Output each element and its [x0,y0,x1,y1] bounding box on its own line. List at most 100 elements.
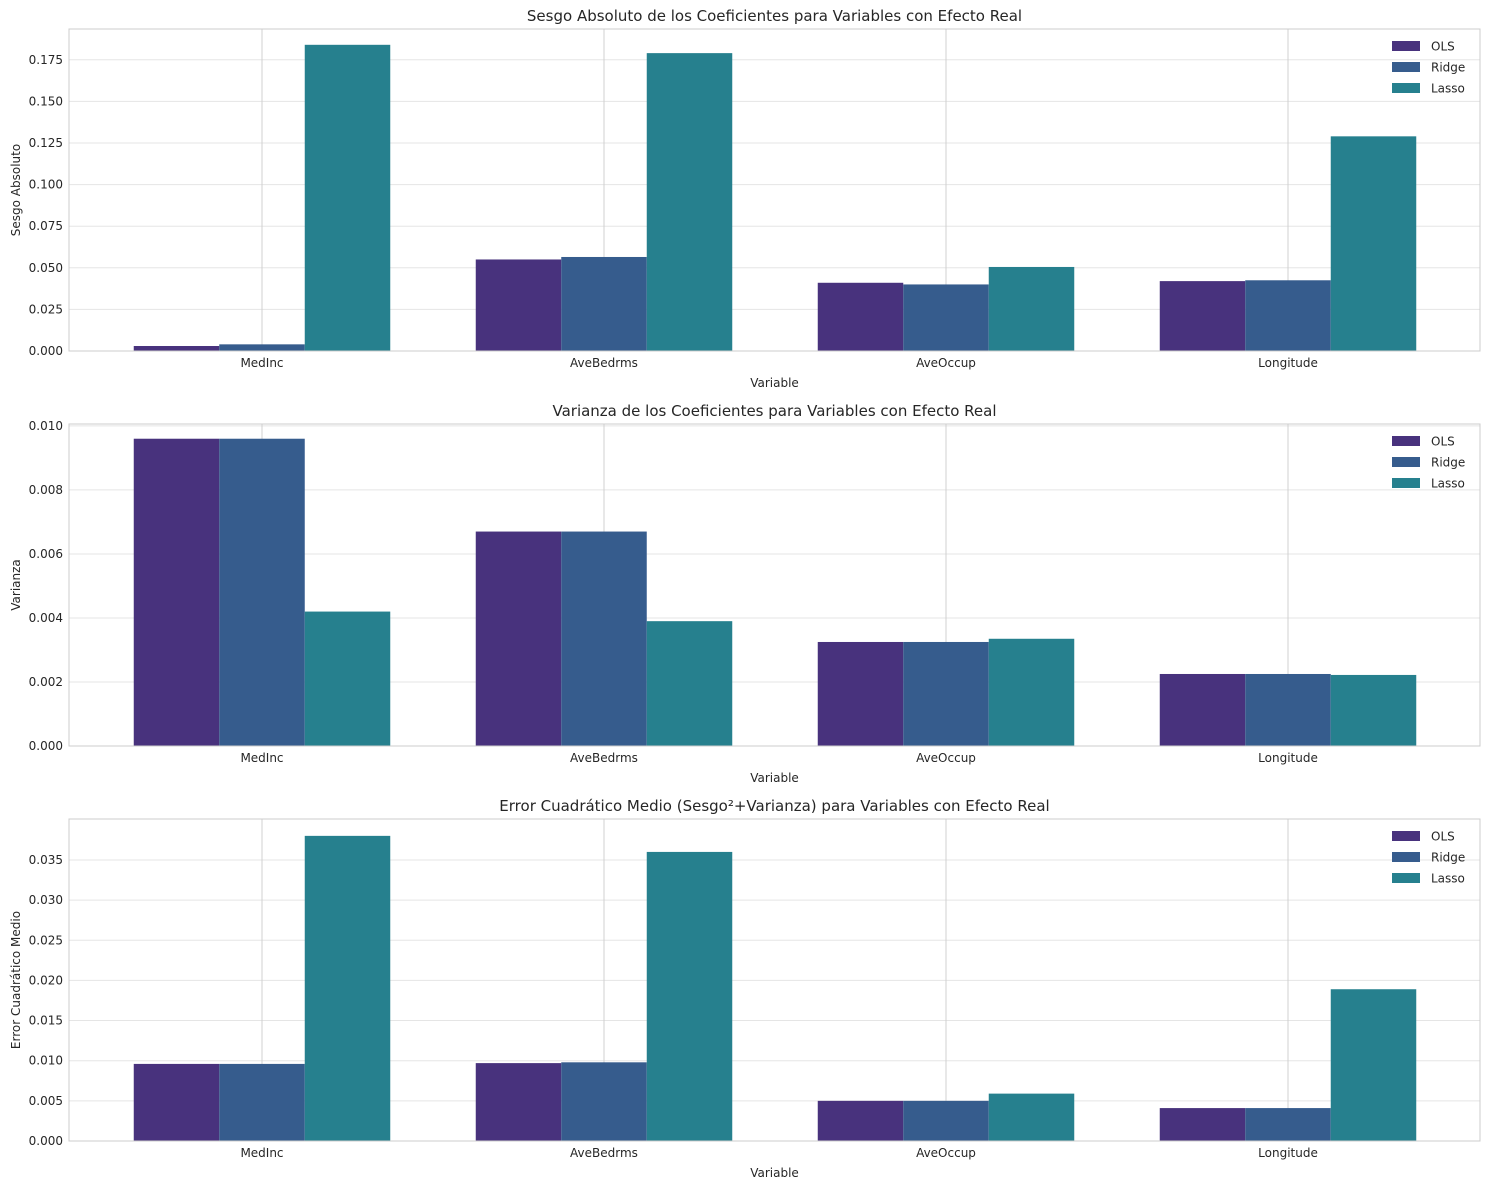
legend-swatch-ols [1392,41,1420,51]
y-tick-label: 0.175 [29,53,63,67]
legend: OLS Ridge Lasso [1392,435,1465,491]
bar-lasso-longitude [1330,674,1417,746]
legend-label-lasso: Lasso [1431,477,1465,491]
bar-lasso-avebedrms [646,53,733,351]
chart-panel-2: 0.000 0.002 0.004 0.006 0.008 0.010 MedInc AveB… [9,402,1481,785]
bar-lasso-longitude [1330,989,1417,1141]
y-tick-label: 0.004 [29,611,63,625]
y-tick-label: 0.002 [29,675,63,689]
y-axis-label: Sesgo Absoluto [9,144,23,236]
bar-lasso-medinc [304,44,391,352]
bar-ridge-medinc [219,1063,305,1141]
bar-ols-aveoccup [817,282,904,351]
y-axis-label: Error Cuadrático Medio [9,911,23,1049]
bar-ols-avebedrms [475,259,562,351]
y-tick-label: 0.010 [29,1054,63,1068]
legend-swatch-lasso [1392,478,1420,488]
y-tick-label: 0.100 [29,178,63,192]
bar-lasso-medinc [304,611,391,746]
y-tick-label: 0.005 [29,1094,63,1108]
legend-swatch-ridge [1392,457,1420,467]
legend: OLS Ridge Lasso [1392,40,1465,96]
bar-ols-avebedrms [475,1063,562,1141]
x-tick-label: MedInc [240,1146,283,1160]
y-tick-label: 0.000 [29,1134,63,1148]
bar-ridge-avebedrms [561,1062,647,1141]
chart-title: Error Cuadrático Medio (Sesgo²+Varianza)… [499,797,1049,815]
chart-title: Sesgo Absoluto de los Coeficientes para … [527,7,1022,25]
bar-ridge-longitude [1245,673,1331,746]
bar-ols-longitude [1159,1108,1246,1141]
bar-ridge-medinc [219,438,305,746]
x-axis-label: Variable [750,376,799,390]
bar-ols-longitude [1159,281,1246,351]
legend-label-lasso: Lasso [1431,872,1465,886]
y-tick-label: 0.000 [29,344,63,358]
y-tick-label: 0.020 [29,973,63,987]
x-tick-label: Longitude [1258,1146,1318,1160]
bar-ols-medinc [133,346,220,351]
bar-ols-medinc [133,438,220,746]
x-tick-label: AveBedrms [570,1146,638,1160]
bar-ols-longitude [1159,673,1246,746]
axes-frame [68,423,1481,747]
y-axis-label: Varianza [9,559,23,611]
legend-swatch-ridge [1392,62,1420,72]
x-tick-label: MedInc [240,356,283,370]
y-tick-label: 0.125 [29,136,63,150]
y-tick-label: 0.008 [29,483,63,497]
legend-label-ridge: Ridge [1431,851,1465,865]
legend-swatch-ols [1392,436,1420,446]
legend-label-ols: OLS [1431,435,1455,449]
x-tick-label: AveBedrms [570,356,638,370]
x-tick-label: Longitude [1258,356,1318,370]
x-tick-label: AveBedrms [570,751,638,765]
y-tick-label: 0.025 [29,933,63,947]
bar-lasso-aveoccup [988,1093,1075,1141]
chart-title: Varianza de los Coeficientes para Variab… [552,402,996,420]
bar-lasso-aveoccup [988,638,1075,746]
bar-ridge-avebedrms [561,256,647,351]
bar-ols-aveoccup [817,641,904,746]
bar-ridge-avebedrms [561,531,647,746]
x-axis-label: Variable [750,771,799,785]
bar-ridge-medinc [219,344,305,351]
bar-ridge-longitude [1245,280,1331,351]
x-tick-label: MedInc [240,751,283,765]
legend-label-lasso: Lasso [1431,82,1465,96]
legend-label-ridge: Ridge [1431,456,1465,470]
bar-lasso-avebedrms [646,621,733,746]
bar-ols-medinc [133,1063,220,1141]
bar-ols-aveoccup [817,1100,904,1141]
axes-frame [68,818,1481,1142]
y-tick-label: 0.030 [29,893,63,907]
bar-ridge-aveoccup [903,1100,989,1141]
legend-swatch-lasso [1392,83,1420,93]
bar-ridge-longitude [1245,1108,1331,1141]
bar-lasso-medinc [304,835,391,1141]
x-tick-label: AveOccup [916,751,976,765]
bar-ridge-aveoccup [903,641,989,746]
chart-panel-1: 0.000 0.025 0.050 0.075 0.100 0.125 0.150 0.175… [9,7,1481,390]
bar-lasso-longitude [1330,136,1417,351]
legend-swatch-ols [1392,831,1420,841]
y-tick-label: 0.035 [29,853,63,867]
chart-panel-3: 0.000 0.005 0.010 0.015 0.020 0.025 0.030 0.035… [9,797,1481,1180]
y-tick-label: 0.075 [29,219,63,233]
bar-ols-avebedrms [475,531,562,746]
legend: OLS Ridge Lasso [1392,830,1465,886]
x-tick-label: AveOccup [916,1146,976,1160]
bar-lasso-avebedrms [646,851,733,1141]
y-tick-label: 0.025 [29,302,63,316]
y-tick-label: 0.000 [29,739,63,753]
y-tick-label: 0.006 [29,547,63,561]
y-tick-label: 0.015 [29,1014,63,1028]
axes-frame [68,28,1481,352]
x-tick-label: AveOccup [916,356,976,370]
legend-label-ols: OLS [1431,40,1455,54]
bar-lasso-aveoccup [988,266,1075,351]
bar-ridge-aveoccup [903,284,989,351]
y-tick-label: 0.010 [29,419,63,433]
legend-label-ols: OLS [1431,830,1455,844]
